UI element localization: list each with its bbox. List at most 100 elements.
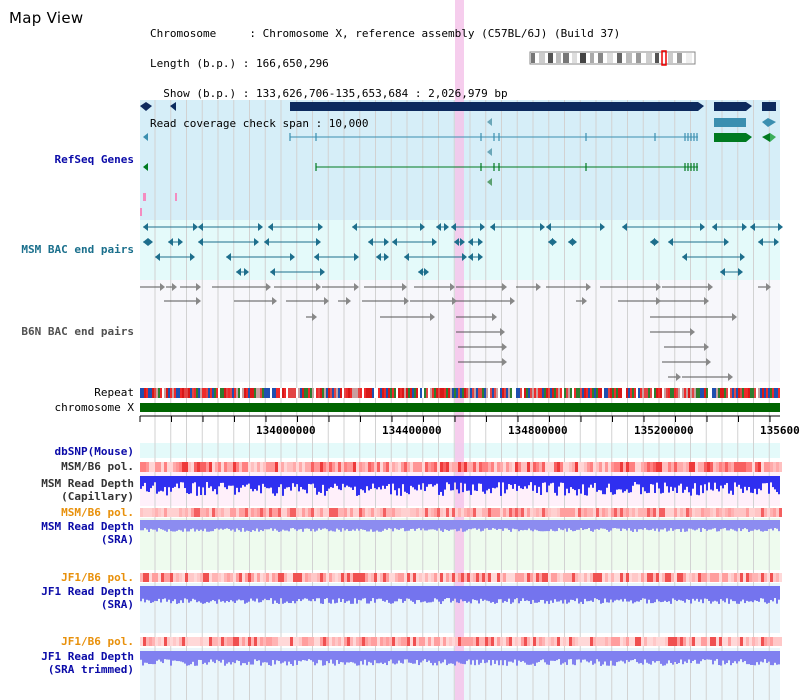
polymorphism-cell: [572, 637, 575, 646]
read-depth-bar: [352, 476, 354, 490]
polymorphism-cell: [761, 637, 764, 646]
read-depth-bar: [150, 520, 152, 529]
bac-end-arrow: [690, 328, 695, 336]
read-depth-bar: [164, 651, 166, 660]
bac-end-arrow: [168, 238, 173, 246]
read-depth-bar: [204, 586, 206, 604]
dbsnp-label[interactable]: dbSNP(Mouse): [54, 445, 134, 458]
read-depth-bar: [204, 651, 206, 663]
polymorphism-cell: [653, 573, 656, 582]
read-depth-bar: [746, 651, 748, 665]
read-depth-bar: [188, 476, 190, 495]
polymorphism-cell: [758, 508, 761, 517]
polymorphism-cell: [182, 508, 185, 517]
read-depth-bar: [396, 520, 398, 530]
read-depth-bar: [604, 586, 606, 599]
read-depth-bar: [636, 586, 638, 602]
read-depth-bar: [390, 586, 392, 604]
msm-bac-label[interactable]: MSM BAC end pairs: [21, 243, 134, 256]
polymorphism-cell: [440, 462, 443, 472]
read-depth-bar: [588, 520, 590, 529]
repeat-feature: [608, 388, 610, 398]
read-depth-bar: [312, 651, 314, 662]
read-depth-bar: [292, 520, 294, 529]
polymorphism-cell: [719, 637, 722, 646]
read-depth-bar: [490, 651, 492, 666]
read-depth-bar: [622, 520, 624, 529]
polymorphism-cell: [389, 637, 392, 646]
repeat-feature: [774, 388, 776, 398]
read-depth-bar: [572, 651, 574, 665]
read-depth-bar: [336, 651, 338, 661]
repeat-feature: [630, 388, 632, 398]
read-depth-bar: [358, 476, 360, 496]
read-depth-bar: [388, 476, 390, 485]
read-depth-bar: [722, 651, 724, 661]
read-depth-bar: [252, 651, 254, 665]
repeat-feature: [612, 388, 614, 398]
repeat-feature: [464, 388, 466, 398]
read-depth-bar: [668, 586, 670, 602]
read-depth-bar: [556, 520, 558, 532]
repeat-feature: [440, 388, 442, 398]
read-depth-bar: [442, 520, 444, 532]
read-depth-bar: [364, 476, 366, 493]
bac-end-arrow: [270, 268, 275, 276]
repeat-feature: [408, 388, 410, 398]
polymorphism-cell: [683, 462, 686, 472]
read-depth-bar: [728, 520, 730, 531]
read-depth-bar: [654, 586, 656, 603]
polymorphism-cell: [743, 508, 746, 517]
bac-end-arrow: [766, 283, 771, 291]
polymorphism-cell: [422, 462, 425, 472]
read-depth-bar: [692, 520, 694, 530]
repeat-feature: [392, 388, 394, 398]
read-depth-bar: [416, 476, 418, 491]
read-depth-bar: [326, 476, 328, 492]
read-depth-bar: [724, 520, 726, 529]
repeat-feature: [304, 388, 306, 398]
polymorphism-cell: [152, 573, 155, 582]
polymorphism-cell: [593, 462, 596, 472]
polymorphism-cell: [590, 508, 593, 517]
read-depth-bar: [196, 476, 198, 496]
polymorphism-cell: [527, 573, 530, 582]
read-depth-bar: [614, 651, 616, 666]
read-depth-bar: [614, 520, 616, 529]
read-depth-bar: [594, 651, 596, 664]
read-depth-bar: [498, 476, 500, 483]
read-depth-bar: [682, 520, 684, 529]
read-depth-bar: [452, 520, 454, 530]
polymorphism-cell: [449, 508, 452, 517]
polymorphism-cell: [422, 508, 425, 517]
read-depth-bar: [248, 520, 250, 532]
read-depth-bar: [414, 586, 416, 604]
read-depth-bar: [186, 520, 188, 532]
repeat-feature: [254, 388, 256, 398]
polymorphism-cell: [707, 637, 710, 646]
read-depth-bar: [214, 520, 216, 530]
bac-end-arrow: [198, 238, 203, 246]
repeat-feature: [144, 388, 146, 398]
read-depth-bar: [746, 520, 748, 530]
read-depth-bar: [446, 476, 448, 483]
read-depth-bar: [682, 476, 684, 493]
read-depth-bar: [324, 651, 326, 666]
read-depth-bar: [158, 586, 160, 599]
b6n-bac-label[interactable]: B6N BAC end pairs: [21, 325, 134, 338]
read-depth-bar: [472, 651, 474, 661]
read-depth-bar: [510, 651, 512, 662]
polymorphism-cell: [560, 573, 563, 582]
refseq-genes-label[interactable]: RefSeq Genes: [54, 153, 134, 166]
polymorphism-cell: [347, 637, 350, 646]
read-depth-bar: [502, 520, 504, 531]
bac-end-arrow: [384, 238, 389, 246]
read-depth-bar: [676, 476, 678, 493]
polymorphism-cell: [470, 508, 473, 517]
polymorphism-cell: [623, 508, 626, 517]
polymorphism-cell: [404, 637, 407, 646]
read-depth-bar: [530, 476, 532, 483]
read-depth-bar: [146, 586, 148, 600]
polymorphism-cell: [248, 462, 251, 472]
